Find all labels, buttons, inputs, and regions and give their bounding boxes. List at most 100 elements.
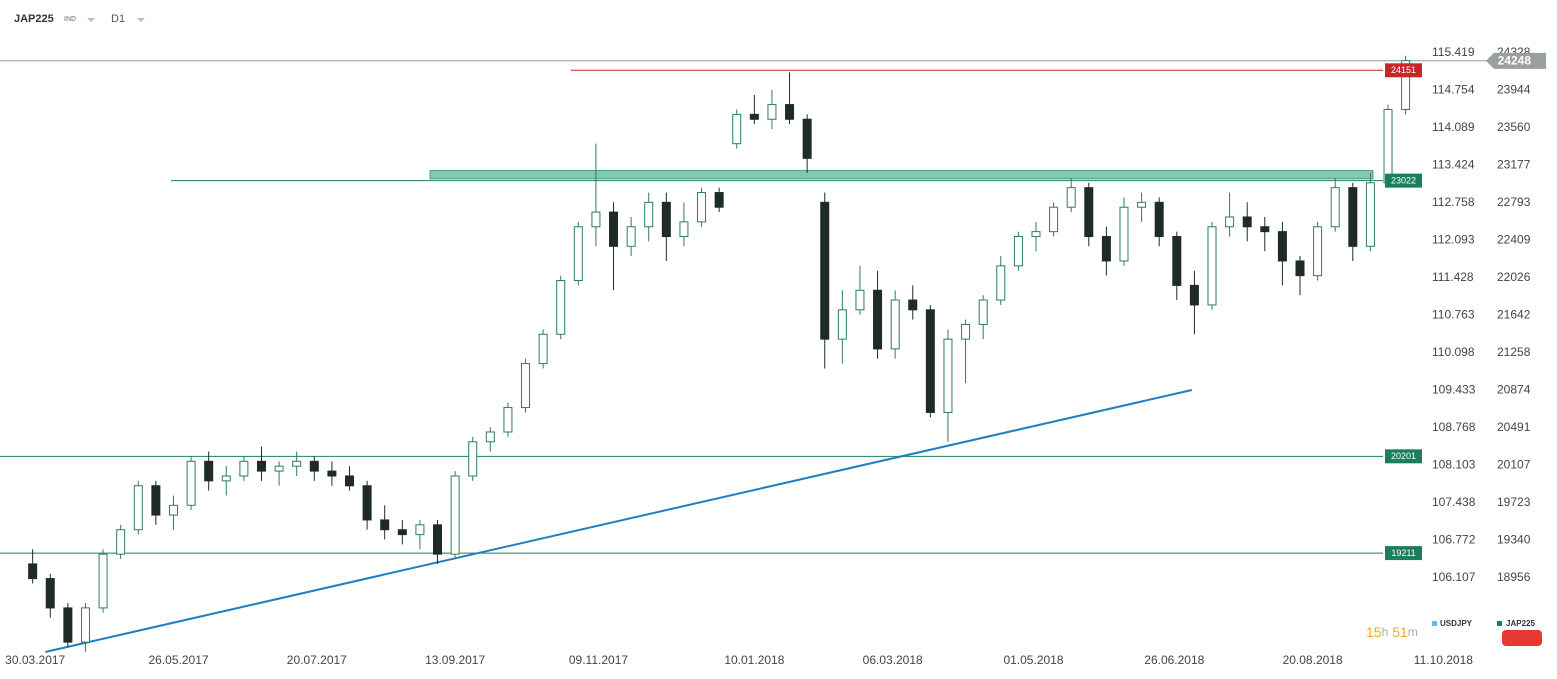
candle-body (63, 607, 73, 643)
candle-body (591, 211, 601, 228)
trendline (45, 388, 1193, 653)
candle-body (1049, 206, 1059, 233)
candle-body (1084, 187, 1094, 238)
candle-body (978, 299, 988, 325)
candle-body (538, 333, 548, 365)
y2-tick-label: 115.419 (1432, 45, 1475, 59)
legend-label: USDJPY (1440, 619, 1473, 628)
last-price-label: 24248 (1498, 53, 1532, 67)
y2-tick-label: 108.103 (1432, 458, 1476, 472)
x-tick-label: 20.07.2017 (287, 653, 347, 667)
candle-body (785, 104, 795, 120)
candle-body (327, 470, 337, 477)
candle-body (1277, 231, 1287, 262)
candle-body (168, 504, 178, 516)
x-tick-label: 01.05.2018 (1003, 653, 1063, 667)
candle-body (626, 226, 636, 247)
level-label-box (1385, 63, 1422, 78)
candle-body (1172, 236, 1182, 286)
candle-body (1101, 236, 1111, 262)
y2-tick-label: 112.093 (1432, 233, 1475, 247)
y-tick-label: 22026 (1497, 270, 1531, 284)
candle-body (1189, 284, 1199, 306)
dropdown-arrow[interactable] (137, 18, 145, 22)
y2-tick-label: 106.107 (1432, 570, 1476, 584)
candle-body (802, 118, 812, 159)
candle-body (256, 460, 266, 472)
candle-body (573, 226, 583, 282)
candle-body (292, 460, 302, 467)
candle-body (1313, 226, 1323, 277)
candle-body (485, 431, 495, 443)
countdown: 15h 51m (1366, 624, 1418, 640)
y-tick-label: 22793 (1497, 195, 1531, 209)
candle-body (1154, 201, 1164, 238)
candle-body (837, 309, 847, 340)
level-label-box (1385, 546, 1422, 561)
candle-body (767, 104, 777, 120)
y2-tick-label: 111.428 (1432, 270, 1474, 284)
candle-body (98, 553, 108, 609)
candle-body (397, 529, 407, 536)
candle-body (890, 299, 900, 350)
candle-body (450, 475, 460, 555)
y-tick-label: 22409 (1497, 233, 1531, 247)
candle-body (309, 460, 319, 472)
y-tick-label: 23560 (1497, 120, 1531, 134)
candle-body (1295, 260, 1305, 277)
market: IND (64, 16, 76, 23)
y2-tick-label: 107.438 (1432, 495, 1476, 509)
y-tick-label: 20874 (1497, 383, 1531, 397)
candle-body (556, 280, 566, 335)
x-tick-label: 26.05.2017 (149, 653, 209, 667)
candle-body (943, 338, 953, 413)
candle-body (433, 524, 443, 555)
y-tick-label: 19340 (1497, 533, 1531, 547)
candle-body (679, 221, 689, 238)
candle-body (1260, 226, 1270, 233)
x-tick-label: 09.11.2017 (569, 653, 628, 667)
candle-body (714, 192, 724, 208)
dropdown-arrow[interactable] (87, 18, 95, 22)
y-tick-label: 19723 (1497, 495, 1531, 509)
candle-body (186, 460, 196, 506)
plot-area (0, 55, 1490, 653)
candle-body (1330, 187, 1340, 228)
y2-tick-label: 110.763 (1432, 308, 1475, 322)
x-tick-label: 13.09.2017 (425, 653, 485, 667)
level-label: 23022 (1391, 176, 1416, 186)
candle-body (239, 460, 249, 477)
candle-body (380, 519, 390, 531)
y-tick-label: 18956 (1497, 570, 1531, 584)
candle-body (1066, 187, 1076, 208)
candle-body (204, 460, 214, 482)
y2-tick-label: 110.098 (1432, 345, 1475, 359)
symbol[interactable]: JAP225 (14, 13, 54, 25)
candle-body (344, 475, 354, 487)
candle-body (925, 309, 935, 413)
candle-body (1365, 182, 1375, 247)
y-tick-label: 21258 (1497, 345, 1531, 359)
candle-body (468, 441, 478, 477)
interval[interactable]: D1 (111, 13, 125, 25)
legend-swatch (1497, 621, 1502, 626)
candle-body (1348, 187, 1358, 247)
action-button[interactable] (1502, 630, 1542, 646)
candle-body (221, 475, 231, 482)
candle-body (1119, 206, 1129, 262)
y-tick-label: 20491 (1497, 420, 1531, 434)
level-label-box (1385, 173, 1422, 188)
x-tick-label: 26.06.2018 (1144, 653, 1204, 667)
countdown-unit: h (1382, 625, 1389, 639)
x-tick-label: 11.10.2018 (1414, 653, 1473, 667)
candle-body (644, 201, 654, 228)
candle-body (961, 323, 971, 340)
candle-body (609, 211, 619, 247)
y2-tick-label: 113.424 (1432, 158, 1475, 172)
candle-body (1013, 236, 1023, 267)
zone (429, 170, 1374, 180)
y2-tick-label: 114.754 (1432, 83, 1475, 97)
y2-tick-label: 114.089 (1432, 120, 1475, 134)
